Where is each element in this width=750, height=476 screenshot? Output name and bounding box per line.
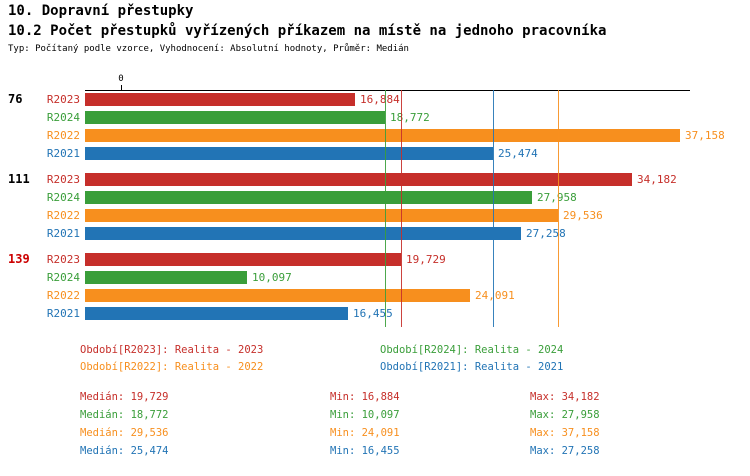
row-label-r2024-g3: R2024 <box>46 271 80 284</box>
bar-r2023-g2 <box>85 173 632 186</box>
stat-median-r2024: Medián: 18,772 <box>80 409 169 421</box>
x-axis-zero-tick <box>121 85 122 90</box>
bar-r2023-g3 <box>85 253 401 266</box>
bar-r2022-g1 <box>85 129 680 142</box>
x-axis-zero-label: 0 <box>118 74 124 84</box>
median-line-r2022 <box>558 90 559 327</box>
median-line-r2021 <box>493 90 494 327</box>
row-label-r2022-g1: R2022 <box>46 129 80 142</box>
row-label-r2022-g2: R2022 <box>46 209 80 222</box>
bar-value-r2022-g1: 37,158 <box>685 129 725 142</box>
bar-value-r2023-g1: 16,884 <box>360 93 400 106</box>
median-line-r2023 <box>401 90 402 327</box>
bar-r2021-g2 <box>85 227 521 240</box>
bar-value-r2023-g2: 34,182 <box>637 173 677 186</box>
bar-value-r2022-g2: 29,536 <box>563 209 603 222</box>
chart-title-line2: 10.2 Počet přestupků vyřízených příkazem… <box>8 23 607 39</box>
bar-value-r2024-g1: 18,772 <box>390 111 430 124</box>
bar-r2024-g2 <box>85 191 532 204</box>
plot-area: 0 76 R2023 16,884 R2024 18,772 R2022 37,158 R202… <box>8 74 725 327</box>
stat-min-r2024: Min: 10,097 <box>330 409 400 421</box>
bar-value-r2022-g3: 24,091 <box>475 289 515 302</box>
row-label-r2023-g3: R2023 <box>46 253 80 266</box>
median-line-r2024 <box>385 90 386 327</box>
bar-r2024-g3 <box>85 271 247 284</box>
stat-median-r2021: Medián: 25,474 <box>80 445 169 457</box>
stat-max-r2024: Max: 27,958 <box>530 409 600 421</box>
bar-r2022-g2 <box>85 209 558 222</box>
row-label-r2023-g2: R2023 <box>46 173 80 186</box>
stat-max-r2022: Max: 37,158 <box>530 427 600 439</box>
legend-item-r2022: Období[R2022]: Realita - 2022 <box>80 361 264 373</box>
group-label-139: 139 <box>8 252 30 266</box>
row-label-r2024-g2: R2024 <box>46 191 80 204</box>
bar-value-r2021-g1: 25,474 <box>498 147 538 160</box>
legend-item-r2023: Období[R2023]: Realita - 2023 <box>80 344 264 356</box>
bar-r2021-g3 <box>85 307 348 320</box>
row-label-r2021-g1: R2021 <box>46 147 80 160</box>
group-label-76: 76 <box>8 92 23 106</box>
group-label-111: 111 <box>8 172 30 186</box>
stat-min-r2022: Min: 24,091 <box>330 427 400 439</box>
row-label-r2021-g3: R2021 <box>46 307 80 320</box>
bar-r2023-g1 <box>85 93 355 106</box>
bar-r2024-g1 <box>85 111 385 124</box>
stat-max-r2021: Max: 27,258 <box>530 445 600 457</box>
stat-median-r2022: Medián: 29,536 <box>80 427 169 439</box>
row-label-r2023-g1: R2023 <box>46 93 80 106</box>
row-label-r2024-g1: R2024 <box>46 111 80 124</box>
stat-min-r2023: Min: 16,884 <box>330 391 400 403</box>
stat-min-r2021: Min: 16,455 <box>330 445 400 457</box>
legend-item-r2021: Období[R2021]: Realita - 2021 <box>380 361 564 373</box>
legend-item-r2024: Období[R2024]: Realita - 2024 <box>380 344 564 356</box>
bar-r2021-g1 <box>85 147 493 160</box>
chart-meta: Typ: Počítaný podle vzorce, Vyhodnocení:… <box>8 44 409 54</box>
bar-value-r2021-g3: 16,455 <box>353 307 393 320</box>
row-label-r2021-g2: R2021 <box>46 227 80 240</box>
bar-r2022-g3 <box>85 289 470 302</box>
row-label-r2022-g3: R2022 <box>46 289 80 302</box>
bar-value-r2024-g2: 27,958 <box>537 191 577 204</box>
bar-value-r2023-g3: 19,729 <box>406 253 446 266</box>
stat-max-r2023: Max: 34,182 <box>530 391 600 403</box>
x-axis-line <box>85 90 690 91</box>
stat-median-r2023: Medián: 19,729 <box>80 391 169 403</box>
bar-value-r2021-g2: 27,258 <box>526 227 566 240</box>
bar-value-r2024-g3: 10,097 <box>252 271 292 284</box>
chart-title-line1: 10. Dopravní přestupky <box>8 3 194 19</box>
